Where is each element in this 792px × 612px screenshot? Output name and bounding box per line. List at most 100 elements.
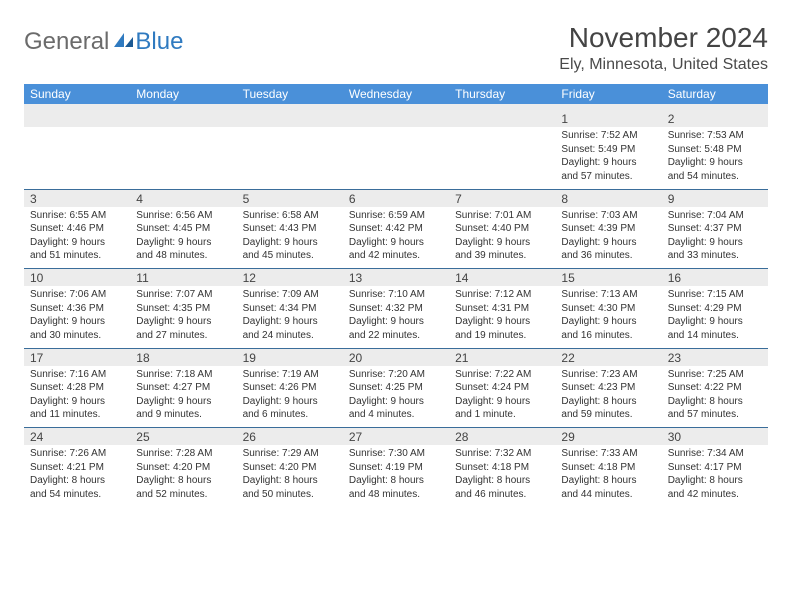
weekday-header: Friday [555, 84, 661, 104]
sunrise-text: Sunrise: 6:59 AM [349, 209, 443, 223]
sunrise-text: Sunrise: 7:22 AM [455, 368, 549, 382]
day-number-cell: 18 [130, 348, 236, 366]
daylight-text: Daylight: 9 hours and 45 minutes. [243, 236, 337, 263]
detail-row: Sunrise: 7:16 AMSunset: 4:28 PMDaylight:… [24, 366, 768, 428]
daylight-text: Daylight: 9 hours and 6 minutes. [243, 395, 337, 422]
sunset-text: Sunset: 4:40 PM [455, 222, 549, 236]
sunset-text: Sunset: 4:29 PM [668, 302, 762, 316]
sunset-text: Sunset: 4:23 PM [561, 381, 655, 395]
detail-row: Sunrise: 7:26 AMSunset: 4:21 PMDaylight:… [24, 445, 768, 507]
detail-row: Sunrise: 6:55 AMSunset: 4:46 PMDaylight:… [24, 207, 768, 269]
day-detail-cell: Sunrise: 7:16 AMSunset: 4:28 PMDaylight:… [24, 366, 130, 428]
daylight-text: Daylight: 8 hours and 50 minutes. [243, 474, 337, 501]
sunset-text: Sunset: 4:20 PM [243, 461, 337, 475]
sunrise-text: Sunrise: 7:09 AM [243, 288, 337, 302]
daylight-text: Daylight: 9 hours and 48 minutes. [136, 236, 230, 263]
daylight-text: Daylight: 9 hours and 24 minutes. [243, 315, 337, 342]
sunrise-text: Sunrise: 7:12 AM [455, 288, 549, 302]
day-number-cell: 3 [24, 189, 130, 207]
weekday-header: Monday [130, 84, 236, 104]
sunset-text: Sunset: 4:24 PM [455, 381, 549, 395]
sunrise-text: Sunrise: 7:16 AM [30, 368, 124, 382]
day-detail-cell: Sunrise: 7:32 AMSunset: 4:18 PMDaylight:… [449, 445, 555, 507]
day-number-cell: 24 [24, 428, 130, 446]
day-detail-cell: Sunrise: 7:06 AMSunset: 4:36 PMDaylight:… [24, 286, 130, 348]
day-detail-cell: Sunrise: 6:55 AMSunset: 4:46 PMDaylight:… [24, 207, 130, 269]
daynum-row: 17181920212223 [24, 348, 768, 366]
sunrise-text: Sunrise: 7:07 AM [136, 288, 230, 302]
logo-sail-icon [113, 28, 135, 56]
sunrise-text: Sunrise: 7:26 AM [30, 447, 124, 461]
sunrise-text: Sunrise: 7:19 AM [243, 368, 337, 382]
day-detail-cell: Sunrise: 7:25 AMSunset: 4:22 PMDaylight:… [662, 366, 768, 428]
daylight-text: Daylight: 9 hours and 33 minutes. [668, 236, 762, 263]
detail-row: Sunrise: 7:06 AMSunset: 4:36 PMDaylight:… [24, 286, 768, 348]
sunset-text: Sunset: 4:25 PM [349, 381, 443, 395]
day-detail-cell [24, 127, 130, 189]
day-number-cell [130, 110, 236, 127]
sunrise-text: Sunrise: 6:58 AM [243, 209, 337, 223]
sunrise-text: Sunrise: 6:56 AM [136, 209, 230, 223]
day-detail-cell: Sunrise: 7:26 AMSunset: 4:21 PMDaylight:… [24, 445, 130, 507]
daylight-text: Daylight: 8 hours and 59 minutes. [561, 395, 655, 422]
daylight-text: Daylight: 9 hours and 30 minutes. [30, 315, 124, 342]
sunrise-text: Sunrise: 7:10 AM [349, 288, 443, 302]
sunset-text: Sunset: 4:31 PM [455, 302, 549, 316]
sunset-text: Sunset: 4:20 PM [136, 461, 230, 475]
month-title: November 2024 [559, 22, 768, 54]
day-detail-cell: Sunrise: 7:19 AMSunset: 4:26 PMDaylight:… [237, 366, 343, 428]
sunrise-text: Sunrise: 7:34 AM [668, 447, 762, 461]
daylight-text: Daylight: 9 hours and 27 minutes. [136, 315, 230, 342]
sunset-text: Sunset: 5:49 PM [561, 143, 655, 157]
sunrise-text: Sunrise: 7:33 AM [561, 447, 655, 461]
sunset-text: Sunset: 4:43 PM [243, 222, 337, 236]
day-number-cell: 11 [130, 269, 236, 287]
day-number-cell: 25 [130, 428, 236, 446]
day-number-cell: 15 [555, 269, 661, 287]
sunrise-text: Sunrise: 7:01 AM [455, 209, 549, 223]
day-number-cell: 29 [555, 428, 661, 446]
sunset-text: Sunset: 4:28 PM [30, 381, 124, 395]
day-number-cell: 21 [449, 348, 555, 366]
daylight-text: Daylight: 9 hours and 54 minutes. [668, 156, 762, 183]
day-number-cell: 16 [662, 269, 768, 287]
sunrise-text: Sunrise: 7:32 AM [455, 447, 549, 461]
day-number-cell: 8 [555, 189, 661, 207]
daylight-text: Daylight: 9 hours and 11 minutes. [30, 395, 124, 422]
day-number-cell: 12 [237, 269, 343, 287]
day-detail-cell: Sunrise: 7:53 AMSunset: 5:48 PMDaylight:… [662, 127, 768, 189]
day-detail-cell: Sunrise: 7:01 AMSunset: 4:40 PMDaylight:… [449, 207, 555, 269]
daylight-text: Daylight: 9 hours and 36 minutes. [561, 236, 655, 263]
day-detail-cell [130, 127, 236, 189]
day-detail-cell: Sunrise: 7:30 AMSunset: 4:19 PMDaylight:… [343, 445, 449, 507]
sunrise-text: Sunrise: 7:13 AM [561, 288, 655, 302]
calendar-page: General Blue November 2024 Ely, Minnesot… [0, 0, 792, 523]
weekday-header: Tuesday [237, 84, 343, 104]
logo: General Blue [24, 22, 183, 56]
day-detail-cell: Sunrise: 7:13 AMSunset: 4:30 PMDaylight:… [555, 286, 661, 348]
day-number-cell: 2 [662, 110, 768, 127]
daylight-text: Daylight: 9 hours and 4 minutes. [349, 395, 443, 422]
detail-row: Sunrise: 7:52 AMSunset: 5:49 PMDaylight:… [24, 127, 768, 189]
day-number-cell: 1 [555, 110, 661, 127]
day-detail-cell: Sunrise: 7:12 AMSunset: 4:31 PMDaylight:… [449, 286, 555, 348]
daylight-text: Daylight: 8 hours and 48 minutes. [349, 474, 443, 501]
sunset-text: Sunset: 4:42 PM [349, 222, 443, 236]
day-detail-cell: Sunrise: 7:33 AMSunset: 4:18 PMDaylight:… [555, 445, 661, 507]
day-number-cell: 17 [24, 348, 130, 366]
day-number-cell: 13 [343, 269, 449, 287]
daylight-text: Daylight: 9 hours and 16 minutes. [561, 315, 655, 342]
day-detail-cell: Sunrise: 7:15 AMSunset: 4:29 PMDaylight:… [662, 286, 768, 348]
day-number-cell [237, 110, 343, 127]
daylight-text: Daylight: 9 hours and 9 minutes. [136, 395, 230, 422]
weekday-header: Sunday [24, 84, 130, 104]
title-block: November 2024 Ely, Minnesota, United Sta… [559, 22, 768, 74]
day-number-cell [343, 110, 449, 127]
day-detail-cell: Sunrise: 7:09 AMSunset: 4:34 PMDaylight:… [237, 286, 343, 348]
sunset-text: Sunset: 4:34 PM [243, 302, 337, 316]
sunset-text: Sunset: 4:37 PM [668, 222, 762, 236]
day-detail-cell: Sunrise: 7:07 AMSunset: 4:35 PMDaylight:… [130, 286, 236, 348]
sunset-text: Sunset: 4:18 PM [455, 461, 549, 475]
day-number-cell: 28 [449, 428, 555, 446]
logo-word2: Blue [135, 28, 183, 56]
